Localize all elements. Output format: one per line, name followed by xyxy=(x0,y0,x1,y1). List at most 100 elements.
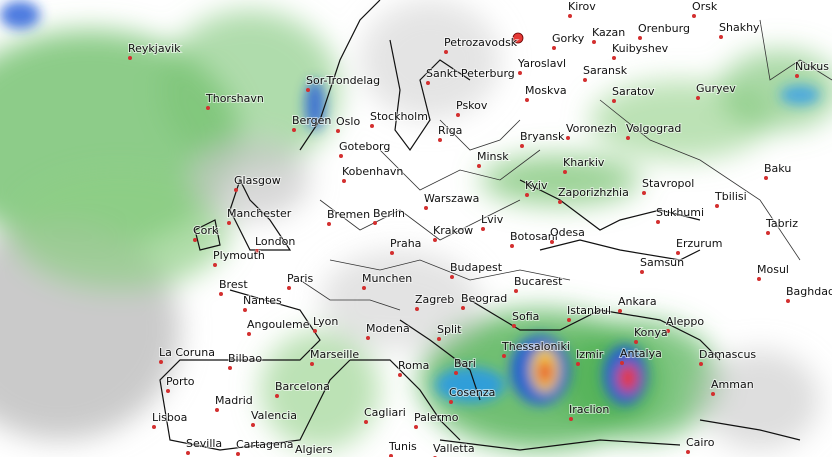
city-label: Istanbul xyxy=(567,304,611,317)
city-label: Bilbao xyxy=(228,352,262,365)
city-label: Baghdad xyxy=(786,285,832,298)
city-label: Kobenhavn xyxy=(342,165,403,178)
city-dot xyxy=(251,423,255,427)
city-label: Damascus xyxy=(699,348,756,361)
city-label: Antalya xyxy=(620,347,662,360)
city-label: Zaporizhzhia xyxy=(558,186,629,199)
city-dot xyxy=(481,227,485,231)
city-label: Iraclion xyxy=(569,403,609,416)
city-dot xyxy=(502,354,506,358)
city-dot xyxy=(437,337,441,341)
city-dot xyxy=(612,56,616,60)
city-label: Barcelona xyxy=(275,380,330,393)
city-dot xyxy=(525,98,529,102)
city-label: Reykjavik xyxy=(128,42,181,55)
city-dot xyxy=(327,222,331,226)
city-label: Bari xyxy=(454,357,476,370)
city-dot xyxy=(510,244,514,248)
city-label: Tabriz xyxy=(765,217,798,230)
city-dot xyxy=(213,263,217,267)
city-dot xyxy=(686,450,690,454)
city-label: Sor-Trondelag xyxy=(306,74,380,87)
city-label: Tbilisi xyxy=(714,190,747,203)
city-label: Moskva xyxy=(525,84,567,97)
city-dot xyxy=(757,277,761,281)
city-label: Paris xyxy=(287,272,313,285)
city-dot xyxy=(152,425,156,429)
city-label: Kuibyshev xyxy=(612,42,669,55)
city-label: Beograd xyxy=(461,292,507,305)
city-label: Bremen xyxy=(327,208,370,221)
city-dot xyxy=(433,238,437,242)
city-label: Sukhumi xyxy=(656,206,704,219)
city-label: Stockholm xyxy=(370,110,428,123)
city-label: Amman xyxy=(711,378,754,391)
city-dot xyxy=(550,240,554,244)
city-dot xyxy=(715,204,719,208)
borders xyxy=(299,19,832,311)
city-label: Modena xyxy=(366,322,410,335)
city-label: Algiers xyxy=(295,443,333,456)
city-dot xyxy=(243,308,247,312)
city-label: Palermo xyxy=(414,411,459,424)
city-dot xyxy=(159,360,163,364)
city-dot xyxy=(520,144,524,148)
city-label: Valletta xyxy=(433,442,475,455)
city-dot xyxy=(389,454,393,457)
city-dot xyxy=(766,231,770,235)
city-label: Saransk xyxy=(583,64,628,77)
city-label: Lisboa xyxy=(152,411,187,424)
city-dot xyxy=(275,394,279,398)
city-label: Orenburg xyxy=(638,22,690,35)
city-dot xyxy=(364,420,368,424)
city-dot xyxy=(676,251,680,255)
city-dot xyxy=(711,392,715,396)
city-label: Sevilla xyxy=(186,437,222,450)
city-label: Aleppo xyxy=(666,315,704,328)
city-label: Zagreb xyxy=(415,293,454,306)
city-label: Sankt Peterburg xyxy=(426,67,515,80)
city-dot xyxy=(339,154,343,158)
city-label: Glasgow xyxy=(234,174,281,187)
city-dot xyxy=(634,340,638,344)
city-label: Riga xyxy=(438,124,462,137)
city-dot xyxy=(563,170,567,174)
city-label: London xyxy=(255,235,295,248)
city-dot xyxy=(656,220,660,224)
city-dot xyxy=(764,176,768,180)
city-dot xyxy=(626,136,630,140)
city-dot xyxy=(362,286,366,290)
city-dot xyxy=(612,99,616,103)
city-dot xyxy=(247,332,251,336)
city-dot xyxy=(128,56,132,60)
city-dot xyxy=(310,362,314,366)
city-label: Volgograd xyxy=(626,122,681,135)
city-dot xyxy=(456,113,460,117)
city-label: Goteborg xyxy=(339,140,390,153)
city-label: Cartagena xyxy=(236,438,293,451)
city-label: Plymouth xyxy=(213,249,265,262)
city-label: Samsun xyxy=(640,256,684,269)
city-label: Stavropol xyxy=(642,177,694,190)
city-dot xyxy=(236,452,240,456)
city-dot xyxy=(255,249,259,253)
city-dot xyxy=(477,164,481,168)
city-label: Baku xyxy=(764,162,791,175)
city-dot xyxy=(620,361,624,365)
city-dot xyxy=(366,336,370,340)
city-labels: Kirov Orsk Petrozavodsk Reykjavik Gorky Kazan… xyxy=(127,0,832,457)
city-dot xyxy=(552,46,556,50)
city-dot xyxy=(228,366,232,370)
city-dot xyxy=(227,221,231,225)
city-label: Sofia xyxy=(512,310,539,323)
city-label: Botosani xyxy=(510,230,558,243)
city-dot xyxy=(642,191,646,195)
city-dot xyxy=(390,251,394,255)
city-dot xyxy=(618,309,622,313)
city-label: Roma xyxy=(398,359,429,372)
marker xyxy=(512,32,524,44)
city-dot xyxy=(558,200,562,204)
city-dot xyxy=(166,389,170,393)
city-dot xyxy=(568,14,572,18)
city-dot xyxy=(450,275,454,279)
